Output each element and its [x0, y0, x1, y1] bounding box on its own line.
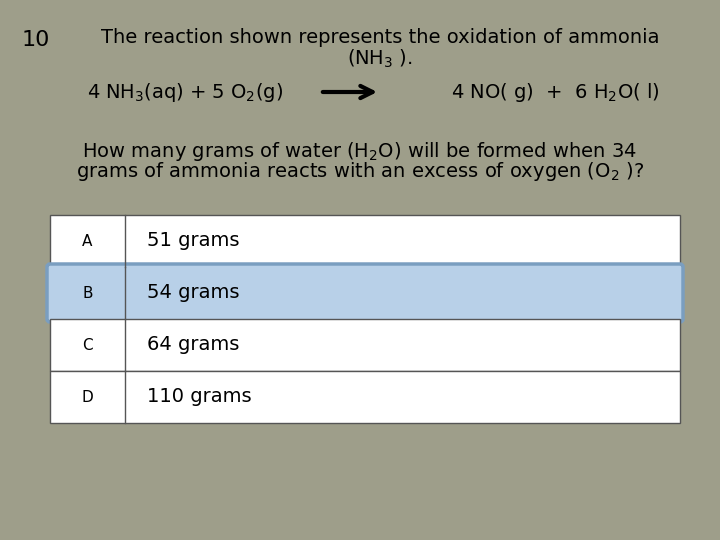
Text: 10: 10 [22, 30, 50, 50]
FancyBboxPatch shape [47, 264, 683, 322]
Bar [50, 371, 680, 423]
Text: The reaction shown represents the oxidation of ammonia: The reaction shown represents the oxidat… [101, 28, 660, 47]
Text: grams of ammonia reacts with an excess of oxygen (O$_2$ )?: grams of ammonia reacts with an excess o… [76, 160, 644, 183]
Text: 110 grams: 110 grams [147, 388, 251, 407]
Text: C: C [82, 338, 93, 353]
Text: B: B [82, 286, 93, 300]
Bar [50, 215, 680, 267]
Text: 4 NH$_3$(aq) + 5 O$_2$(g): 4 NH$_3$(aq) + 5 O$_2$(g) [87, 80, 283, 104]
Text: D: D [81, 389, 94, 404]
Text: 54 grams: 54 grams [147, 284, 240, 302]
Text: How many grams of water (H$_2$O) will be formed when 34: How many grams of water (H$_2$O) will be… [83, 140, 637, 163]
Text: (NH$_3$ ).: (NH$_3$ ). [347, 48, 413, 70]
Text: 64 grams: 64 grams [147, 335, 239, 354]
Bar [50, 319, 680, 371]
Text: 51 grams: 51 grams [147, 232, 240, 251]
Text: A: A [82, 233, 93, 248]
Text: 4 NO( g)  +  6 H$_2$O( l): 4 NO( g) + 6 H$_2$O( l) [451, 80, 660, 104]
